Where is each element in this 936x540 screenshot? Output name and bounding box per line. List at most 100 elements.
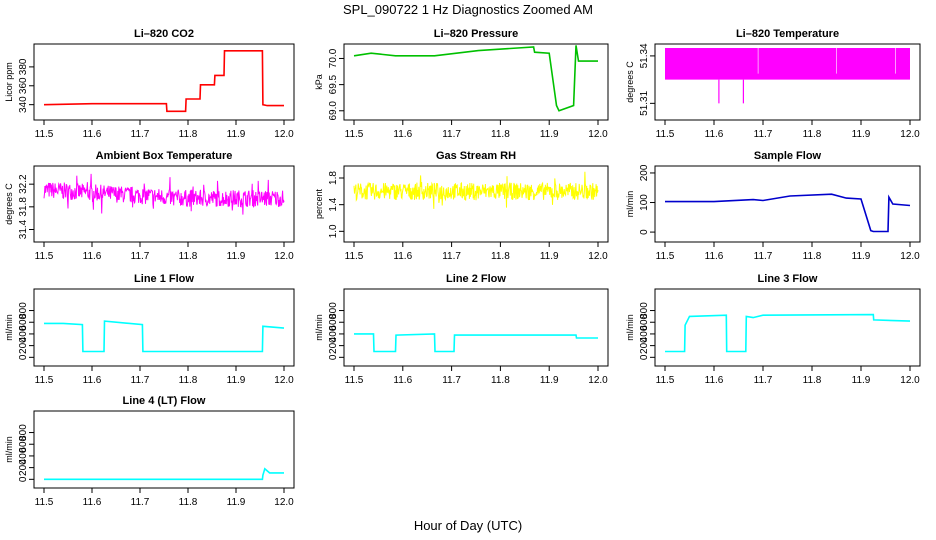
x-axis: 11.5 11.6 11.7 11.8 11.9 12.0 xyxy=(345,120,608,140)
chart-panel-6: Sample Flow 11.5 11.6 11.7 11.8 11.9 12.0 0 100 2… xyxy=(625,150,921,262)
x-tick-label: 11.9 xyxy=(852,129,871,140)
x-tick-label: 11.8 xyxy=(179,251,198,262)
x-tick-label: 11.7 xyxy=(131,497,150,508)
x-tick-label: 11.5 xyxy=(656,129,675,140)
x-tick-label: 11.6 xyxy=(83,251,102,262)
x-axis: 11.5 11.6 11.7 11.8 11.9 12.0 xyxy=(35,366,294,386)
y-tick-label: 400 xyxy=(639,325,650,342)
x-tick-label: 11.7 xyxy=(754,251,773,262)
x-tick-label: 12.0 xyxy=(274,375,294,386)
x-tick-label: 11.5 xyxy=(35,497,54,508)
chart-panel-2: Li–820 Pressure 11.5 11.6 11.7 11.8 11.9 12.0 6… xyxy=(314,28,609,140)
x-tick-label: 11.7 xyxy=(442,129,461,140)
x-tick-label: 11.5 xyxy=(345,375,364,386)
chart-panel-8: Line 2 Flow 11.5 11.6 11.7 11.8 11.9 12.0 02004… xyxy=(314,273,609,386)
x-tick-label: 11.7 xyxy=(131,251,150,262)
series-band xyxy=(665,48,910,80)
chart-panel-7: Line 1 Flow 11.5 11.6 11.7 11.8 11.9 12.0 02004… xyxy=(4,273,295,386)
y-tick-label: 1.0 xyxy=(328,224,339,238)
series-line xyxy=(354,333,598,353)
y-tick-label: 200 xyxy=(328,337,339,354)
y-tick-label: 31.4 xyxy=(18,219,29,239)
series-group xyxy=(665,48,910,104)
x-tick-label: 11.5 xyxy=(35,129,54,140)
x-tick-label: 11.9 xyxy=(540,375,559,386)
y-tick-label: 600 xyxy=(18,435,29,452)
y-axis: 340 360 380 xyxy=(18,58,34,113)
y-tick-label: 1.4 xyxy=(328,197,339,211)
x-tick-label: 11.7 xyxy=(754,129,773,140)
x-tick-label: 11.8 xyxy=(803,375,822,386)
x-axis: 11.5 11.6 11.7 11.8 11.9 12.0 xyxy=(656,242,920,262)
x-tick-label: 11.9 xyxy=(852,251,871,262)
x-axis: 11.5 11.6 11.7 11.8 11.9 12.0 xyxy=(656,120,920,140)
y-tick-label: 0 xyxy=(18,476,29,482)
chart-panel-1: Li–820 CO2 11.5 11.6 11.7 11.8 11.9 12.0 340 360… xyxy=(4,28,295,140)
y-axis: 0 100 200 xyxy=(639,164,655,235)
x-tick-label: 11.6 xyxy=(393,129,412,140)
series-line xyxy=(353,45,598,112)
chart-title: Li–820 CO2 xyxy=(134,28,194,40)
y-tick-label: 800 xyxy=(639,302,650,319)
y-tick-label: 400 xyxy=(18,447,29,464)
x-tick-label: 11.9 xyxy=(540,129,559,140)
series-line xyxy=(43,49,284,113)
y-tick-label: 200 xyxy=(639,164,650,181)
y-axis-label: degrees C xyxy=(625,61,635,103)
chart-title: Li–820 Pressure xyxy=(434,28,518,40)
series-group xyxy=(353,171,599,209)
x-tick-label: 12.0 xyxy=(274,251,294,262)
chart-title: Line 2 Flow xyxy=(446,273,506,285)
x-tick-label: 11.6 xyxy=(705,129,724,140)
x-tick-label: 11.9 xyxy=(227,497,246,508)
x-axis: 11.5 11.6 11.7 11.8 11.9 12.0 xyxy=(35,242,294,262)
y-axis: 31.4 31.8 32.2 xyxy=(18,174,34,239)
y-axis: 1.0 1.4 1.8 xyxy=(328,171,344,238)
x-tick-label: 11.5 xyxy=(656,251,675,262)
series-line xyxy=(665,193,911,233)
series-line xyxy=(44,320,285,353)
x-tick-label: 11.8 xyxy=(491,375,510,386)
y-axis-label: ml/min xyxy=(4,436,14,463)
series-group xyxy=(354,333,598,353)
x-tick-label: 11.8 xyxy=(179,129,198,140)
x-tick-label: 11.7 xyxy=(131,129,150,140)
page-title: SPL_090722 1 Hz Diagnostics Zoomed AM xyxy=(342,2,594,17)
y-tick-label: 340 xyxy=(18,96,29,113)
x-tick-label: 11.6 xyxy=(83,129,102,140)
x-tick-label: 11.8 xyxy=(803,129,822,140)
x-tick-label: 11.6 xyxy=(393,375,412,386)
series-line xyxy=(665,313,911,353)
y-axis-label: kPa xyxy=(314,74,324,90)
y-tick-label: 600 xyxy=(18,313,29,330)
y-tick-label: 69.5 xyxy=(328,74,339,94)
x-tick-label: 11.7 xyxy=(131,375,150,386)
plot-frame xyxy=(654,43,921,121)
series-group xyxy=(43,49,284,113)
x-tick-label: 11.9 xyxy=(852,375,871,386)
y-axis-label: degrees C xyxy=(4,183,14,225)
y-tick-label: 51.34 xyxy=(639,43,650,68)
plot-frame xyxy=(654,165,921,243)
series-line xyxy=(44,467,284,481)
y-tick-label: 600 xyxy=(328,313,339,330)
y-axis-label: Licor ppm xyxy=(4,62,14,102)
series-group xyxy=(43,173,285,215)
x-tick-label: 11.9 xyxy=(227,251,246,262)
plot-frame xyxy=(343,43,609,121)
plot-frame xyxy=(33,43,295,121)
chart-title: Gas Stream RH xyxy=(436,150,516,162)
y-tick-label: 70.0 xyxy=(328,48,339,68)
x-axis: 11.5 11.6 11.7 11.8 11.9 12.0 xyxy=(345,242,608,262)
x-tick-label: 11.7 xyxy=(442,375,461,386)
x-axis: 11.5 11.6 11.7 11.8 11.9 12.0 xyxy=(656,366,920,386)
x-tick-label: 11.8 xyxy=(803,251,822,262)
y-tick-label: 69.0 xyxy=(328,101,339,121)
chart-panel-10: Line 4 (LT) Flow 11.5 11.6 11.7 11.8 11.9 12.0… xyxy=(4,395,295,508)
x-tick-label: 11.8 xyxy=(179,375,198,386)
y-tick-label: 200 xyxy=(18,459,29,476)
